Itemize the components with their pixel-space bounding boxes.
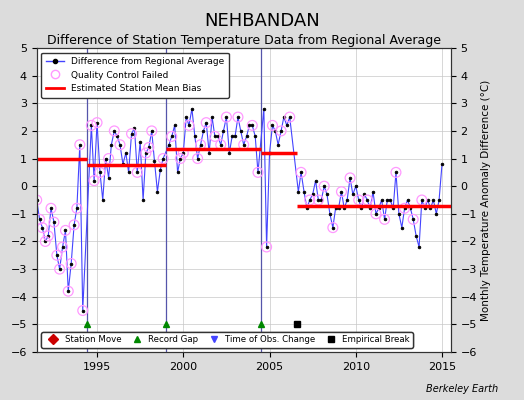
Point (41, 238, 49, 245)
Point (176, 155, 184, 162)
Point (329, 224, 337, 231)
Point (159, 155, 167, 162)
Point (320, 183, 329, 189)
Point (133, 169, 141, 176)
Point (196, 142, 205, 148)
Point (36, 216, 44, 222)
Point (222, 114, 231, 120)
Point (93, 120, 101, 126)
Y-axis label: Monthly Temperature Anomaly Difference (°C): Monthly Temperature Anomaly Difference (… (481, 79, 491, 321)
Point (53, 252, 61, 258)
Point (67, 260, 75, 267)
Point (75, 142, 84, 148)
Point (297, 169, 305, 176)
Point (44, 233, 52, 239)
Point (372, 211, 380, 217)
Point (400, 205, 409, 212)
Point (73, 205, 81, 212)
Point (145, 144, 153, 151)
Point (277, 128, 285, 134)
Point (61, 227, 70, 234)
Point (418, 197, 426, 203)
Point (337, 188, 346, 195)
Text: NEHBANDAN: NEHBANDAN (204, 12, 320, 30)
Legend: Station Move, Record Gap, Time of Obs. Change, Empirical Break: Station Move, Record Gap, Time of Obs. C… (41, 332, 413, 348)
Point (104, 155, 113, 162)
Point (50, 219, 58, 225)
Point (168, 133, 176, 140)
Point (96, 169, 104, 176)
Point (392, 169, 400, 176)
Point (355, 197, 363, 203)
Point (110, 128, 118, 134)
Point (202, 120, 211, 126)
Point (211, 133, 219, 140)
Point (286, 114, 294, 120)
Point (268, 122, 277, 128)
Point (116, 142, 124, 148)
Point (234, 114, 242, 120)
Point (248, 122, 256, 128)
Point (346, 175, 354, 181)
Point (305, 197, 314, 203)
Point (64, 288, 72, 294)
Point (363, 197, 372, 203)
Point (70, 222, 78, 228)
Point (193, 155, 202, 162)
Point (148, 128, 156, 134)
Point (47, 205, 55, 212)
Point (79, 307, 87, 314)
Point (127, 130, 136, 137)
Point (38, 224, 47, 231)
Point (32, 197, 41, 203)
Point (314, 197, 323, 203)
Text: Berkeley Earth: Berkeley Earth (425, 384, 498, 394)
Point (263, 244, 271, 250)
Point (239, 142, 248, 148)
Point (409, 216, 418, 222)
Point (56, 266, 64, 272)
Point (141, 150, 150, 156)
Point (87, 122, 95, 128)
Point (58, 244, 67, 250)
Point (185, 122, 193, 128)
Point (254, 169, 262, 176)
Point (380, 216, 389, 222)
Point (90, 178, 99, 184)
Point (179, 150, 188, 156)
Title: Difference of Station Temperature Data from Regional Average: Difference of Station Temperature Data f… (47, 34, 441, 47)
Point (216, 142, 225, 148)
